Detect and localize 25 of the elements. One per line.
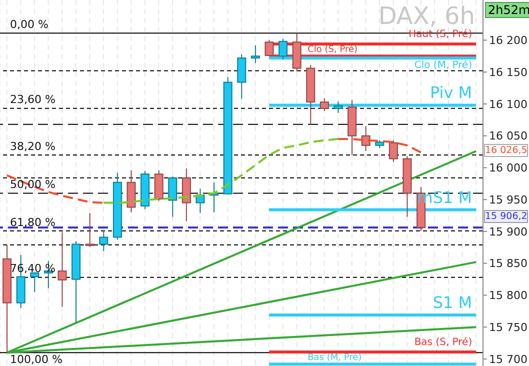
series-label: Piv M <box>430 83 472 102</box>
series-label: Bas (M, Pré) <box>308 352 362 363</box>
text: 2h52m <box>485 2 529 18</box>
y-tick-label: 16 200 <box>489 34 528 48</box>
y-tick-label: 15 750 <box>489 321 528 334</box>
annotation: 23,60 % <box>10 93 56 106</box>
y-tick-label: 16 100 <box>489 98 528 111</box>
text: 16 026,5 <box>484 144 528 157</box>
annotation: 100,00 % <box>10 352 62 366</box>
y-tick-label: 15 950 <box>489 193 528 206</box>
y-tick-label: 16 000 <box>489 162 528 175</box>
y-tick-label: 15 700 <box>489 352 528 366</box>
y-tick-label: 15 900 <box>489 225 528 238</box>
ref-line-label: 15 906,2 <box>484 210 528 222</box>
annotation: 0,00 % <box>10 18 48 32</box>
series-label: Clo (S, Pré) <box>308 44 358 55</box>
annotation: 38,20 % <box>10 140 56 153</box>
y-tick-label: 16 150 <box>489 66 528 79</box>
series-label: Bas (S, Pré) <box>414 336 472 348</box>
series-label: Clo (M, Pré) <box>414 60 472 72</box>
y-tick-label: 15 800 <box>489 289 528 302</box>
annotation: 61,80 % <box>10 216 56 229</box>
series-label: S1 M <box>432 292 472 312</box>
y-tick-label: 16 050 <box>489 130 528 143</box>
y-tick-label: 15 850 <box>489 257 528 270</box>
